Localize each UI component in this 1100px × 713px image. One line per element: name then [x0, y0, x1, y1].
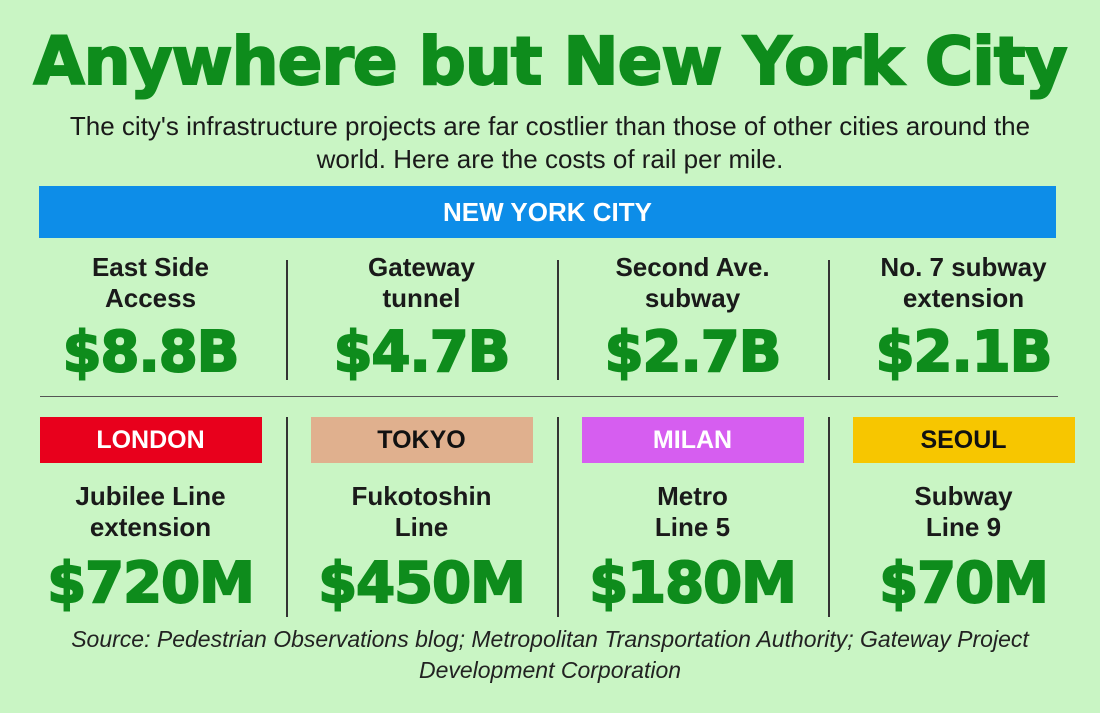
- city-column-seoul: SEOUL Subway Line 9 $70M: [828, 412, 1099, 622]
- city-column-milan: MILAN Metro Line 5 $180M: [557, 412, 828, 622]
- city-label: SEOUL: [920, 425, 1007, 454]
- project-name: Subway Line 9: [914, 481, 1013, 542]
- project-name: Jubilee Line extension: [75, 481, 226, 542]
- project-name: East Side Access: [91, 252, 210, 313]
- project-cost: $8.8B: [62, 319, 241, 386]
- project-name: Metro Line 5: [654, 481, 731, 542]
- city-label: LONDON: [96, 425, 205, 454]
- project-name: Second Ave. subway: [615, 252, 770, 313]
- nyc-project: Second Ave. subway $2.7B: [557, 252, 828, 392]
- city-label: TOKYO: [377, 425, 466, 454]
- city-label: MILAN: [652, 425, 733, 454]
- project-cost: $2.1B: [875, 319, 1054, 386]
- project-cost: $70M: [878, 550, 1050, 617]
- source-note: Source: Pedestrian Observations blog; Me…: [71, 626, 1029, 683]
- nyc-banner: NEW YORK CITY: [39, 186, 1056, 238]
- city-tag-milan: MILAN: [581, 417, 804, 463]
- project-cost: $720M: [46, 550, 256, 617]
- nyc-banner-label: NEW YORK CITY: [443, 196, 652, 227]
- page-title: Anywhere but New York City: [33, 22, 1069, 101]
- nyc-project: East Side Access $8.8B: [15, 252, 286, 392]
- project-cost: $2.7B: [604, 319, 783, 386]
- project-name: No. 7 subway extension: [880, 252, 1047, 313]
- city-tag-seoul: SEOUL: [852, 417, 1075, 463]
- city-tag-london: LONDON: [39, 417, 262, 463]
- project-cost: $4.7B: [333, 319, 512, 386]
- project-cost: $180M: [588, 550, 798, 617]
- nyc-project: No. 7 subway extension $2.1B: [828, 252, 1099, 392]
- section-divider: [40, 396, 1058, 397]
- city-tag-tokyo: TOKYO: [310, 417, 533, 463]
- project-name: Gateway tunnel: [368, 252, 475, 313]
- other-cities-row: LONDON Jubilee Line extension $720M TOKY…: [15, 412, 1100, 622]
- subtitle: The city's infrastructure projects are f…: [69, 111, 1031, 174]
- project-cost: $450M: [317, 550, 527, 617]
- nyc-projects-row: East Side Access $8.8B Gateway tunnel $4…: [15, 252, 1100, 392]
- city-column-tokyo: TOKYO Fukotoshin Line $450M: [286, 412, 557, 622]
- nyc-project: Gateway tunnel $4.7B: [286, 252, 557, 392]
- project-name: Fukotoshin Line: [351, 481, 492, 542]
- city-column-london: LONDON Jubilee Line extension $720M: [15, 412, 286, 622]
